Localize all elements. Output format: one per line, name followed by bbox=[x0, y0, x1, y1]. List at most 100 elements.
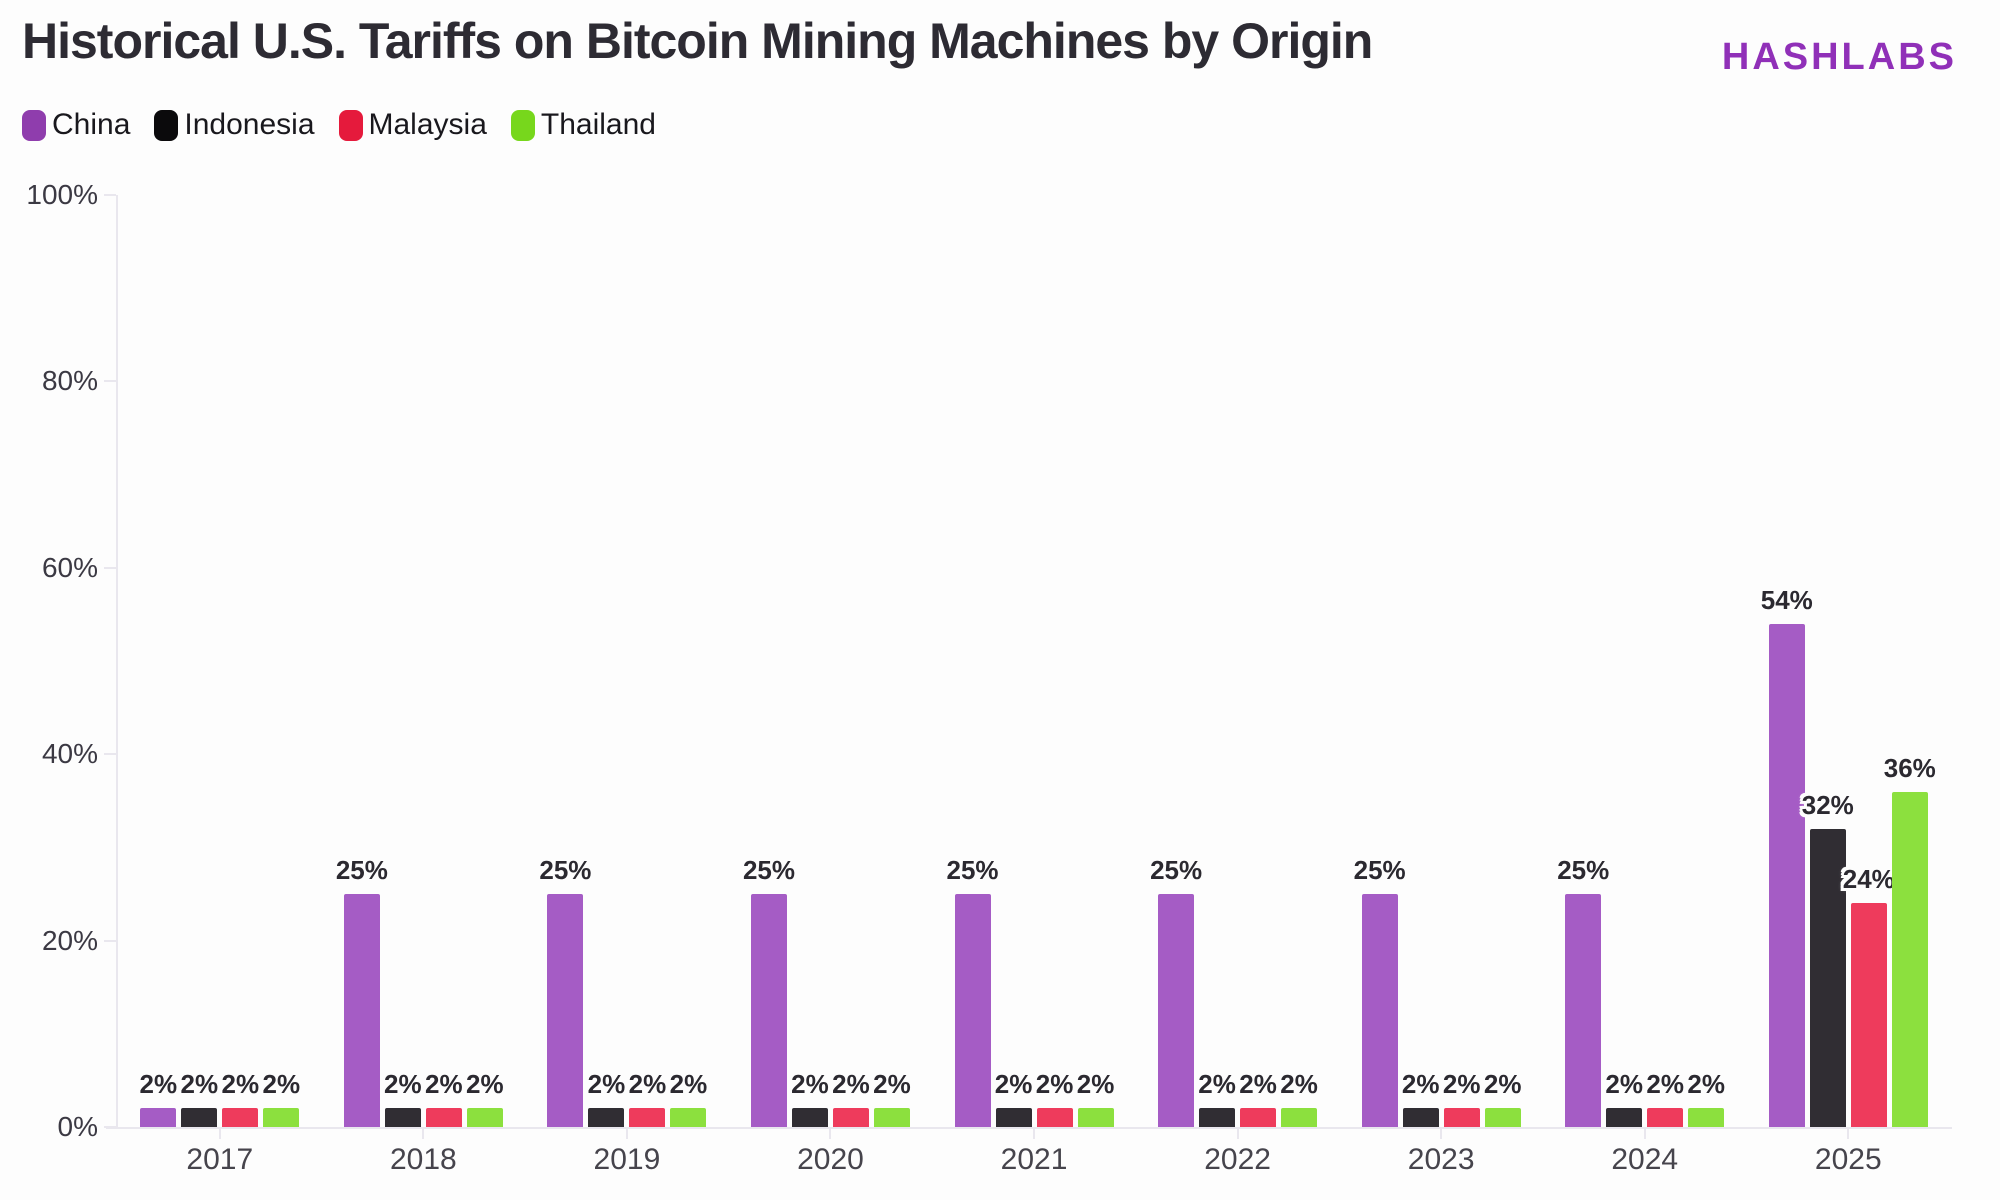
bar-group: 25% 2% 2% 2% 2020 bbox=[729, 195, 933, 1176]
bar-value-label: 25% bbox=[335, 855, 388, 885]
bar-thailand: 2% bbox=[1687, 1069, 1725, 1127]
x-axis-tick bbox=[218, 1129, 221, 1139]
bar-china: 25% bbox=[947, 855, 999, 1127]
bar-value-label: 2% bbox=[1035, 1069, 1074, 1100]
brand-logo: HASHLABS bbox=[1721, 36, 1957, 78]
bar-value-label: 25% bbox=[1353, 855, 1406, 885]
legend-swatch bbox=[22, 109, 46, 141]
bar-thailand: 2% bbox=[1077, 1069, 1114, 1127]
bar-value-label: 25% bbox=[946, 855, 999, 885]
x-axis-tick bbox=[1643, 1129, 1646, 1139]
bar-value-label: 2% bbox=[262, 1069, 301, 1100]
y-axis-label: 40% bbox=[41, 738, 98, 770]
bar-value-label: 2% bbox=[1442, 1069, 1481, 1100]
bar-value-label: 32% bbox=[1801, 789, 1854, 820]
bar-value-label: 2% bbox=[1687, 1069, 1726, 1100]
bar-indonesia: 2% bbox=[791, 1069, 829, 1127]
legend-item: Indonesia bbox=[154, 108, 315, 142]
bar-group: 25% 2% 2% 2% 2022 bbox=[1136, 195, 1340, 1176]
y-axis-tick bbox=[104, 566, 116, 569]
x-axis-label: 2022 bbox=[1204, 1143, 1271, 1176]
legend: China Indonesia Malaysia Thailand bbox=[22, 108, 656, 142]
bar-thailand: 36% bbox=[1884, 753, 1936, 1127]
x-axis-tick bbox=[1440, 1129, 1443, 1139]
bar-thailand: 2% bbox=[262, 1069, 300, 1127]
x-axis-tick bbox=[1847, 1129, 1850, 1139]
bar-malaysia: 2% bbox=[629, 1069, 666, 1127]
bar-value-label: 2% bbox=[1483, 1069, 1522, 1100]
bar-value-label: 2% bbox=[994, 1069, 1033, 1100]
x-axis-tick bbox=[1236, 1129, 1239, 1139]
bar-value-label: 2% bbox=[628, 1069, 667, 1100]
x-axis-line bbox=[106, 1127, 1952, 1129]
bar-indonesia: 2% bbox=[180, 1069, 218, 1127]
y-axis-line bbox=[116, 195, 118, 1127]
x-axis-label: 2017 bbox=[186, 1143, 254, 1176]
y-axis-label: 0% bbox=[57, 1111, 98, 1142]
x-axis-tick bbox=[422, 1129, 425, 1139]
bar-value-label: 25% bbox=[1150, 855, 1203, 885]
legend-label: China bbox=[52, 108, 131, 141]
x-axis-label: 2020 bbox=[797, 1143, 864, 1176]
bar-value-label: 2% bbox=[1401, 1069, 1440, 1100]
x-axis-tick bbox=[829, 1129, 832, 1139]
x-axis-tick bbox=[625, 1129, 628, 1139]
bar-indonesia: 2% bbox=[1605, 1069, 1643, 1127]
bar-group: 25% 2% 2% 2% 2023 bbox=[1339, 195, 1543, 1176]
bar-value-label: 2% bbox=[1198, 1069, 1236, 1100]
y-axis-tick bbox=[104, 753, 116, 756]
bar-malaysia: 2% bbox=[221, 1069, 259, 1127]
y-axis-tick bbox=[104, 939, 116, 942]
bar-indonesia: 2% bbox=[384, 1069, 422, 1127]
bar-group: 25% 2% 2% 2% 2024 bbox=[1543, 195, 1747, 1176]
x-axis-label: 2018 bbox=[389, 1143, 457, 1176]
x-axis-label: 2023 bbox=[1407, 1143, 1475, 1176]
bar-value-label: 2% bbox=[1076, 1069, 1115, 1100]
y-axis-label: 20% bbox=[41, 924, 98, 956]
legend-label: Malaysia bbox=[368, 108, 487, 141]
legend-item: Thailand bbox=[510, 108, 656, 142]
y-axis-label: 100% bbox=[26, 179, 98, 210]
bar-value-label: 2% bbox=[873, 1069, 911, 1100]
chart-title: Historical U.S. Tariffs on Bitcoin Minin… bbox=[22, 13, 1373, 69]
bar-indonesia: 32% bbox=[1802, 790, 1854, 1127]
bar-thailand: 2% bbox=[670, 1069, 707, 1127]
legend-label: Indonesia bbox=[184, 108, 315, 141]
bar-malaysia: 2% bbox=[1646, 1069, 1684, 1127]
bar-malaysia: 24% bbox=[1843, 864, 1895, 1127]
bar-value-label: 2% bbox=[384, 1069, 422, 1100]
y-axis-label: 60% bbox=[41, 551, 98, 583]
y-axis-tick bbox=[104, 194, 116, 196]
bar-value-label: 2% bbox=[1280, 1069, 1318, 1100]
bar-malaysia: 2% bbox=[832, 1069, 870, 1127]
x-axis-label: 2021 bbox=[1000, 1143, 1068, 1176]
bar-group: 2% 2% 2% 2% 2017 bbox=[118, 195, 322, 1176]
bar-value-label: 36% bbox=[1883, 752, 1936, 783]
plot-area: 2% 2% 2% 2% 2017 25% 2% 2% 2% 2018 25% 2% 2% 2% 2019 25… bbox=[118, 195, 1951, 1176]
bar-china: 25% bbox=[1354, 855, 1406, 1127]
bar-malaysia: 2% bbox=[1036, 1069, 1073, 1127]
bar-malaysia: 2% bbox=[1443, 1069, 1480, 1127]
bar-group: 25% 2% 2% 2% 2019 bbox=[525, 195, 729, 1176]
bar-china: 25% bbox=[743, 855, 795, 1127]
bar-group: 25% 2% 2% 2% 2021 bbox=[932, 195, 1136, 1176]
legend-item: China bbox=[22, 108, 130, 142]
bar-china: 25% bbox=[539, 855, 591, 1127]
bar-malaysia: 2% bbox=[425, 1069, 463, 1127]
bar-china: 54% bbox=[1761, 585, 1813, 1127]
bar-group: 25% 2% 2% 2% 2018 bbox=[322, 195, 526, 1176]
legend-swatch bbox=[510, 109, 535, 141]
bar-china: 25% bbox=[1557, 855, 1609, 1127]
bar-china: 2% bbox=[139, 1069, 177, 1127]
bar-value-label: 2% bbox=[1605, 1069, 1644, 1100]
bar-value-label: 2% bbox=[832, 1069, 870, 1100]
bar-group: 54% 32% 24% 36% 2025 bbox=[1747, 195, 1951, 1176]
x-axis-label: 2019 bbox=[593, 1143, 661, 1176]
bar-indonesia: 2% bbox=[1402, 1069, 1439, 1127]
bar-thailand: 2% bbox=[1280, 1069, 1318, 1127]
bar-value-label: 54% bbox=[1760, 584, 1813, 615]
bar-thailand: 2% bbox=[466, 1069, 504, 1127]
bar-value-label: 25% bbox=[742, 855, 795, 885]
bar-value-label: 2% bbox=[669, 1069, 708, 1100]
y-axis-tick bbox=[104, 380, 116, 383]
